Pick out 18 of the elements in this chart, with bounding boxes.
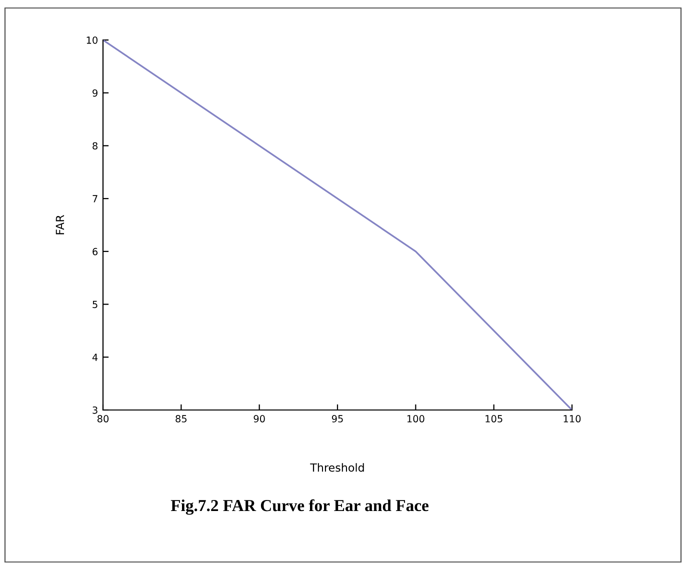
x-tick-label: 100 [407,415,424,422]
y-tick-label: 6 [92,248,98,256]
x-tick-label: 110 [564,415,581,422]
y-tick-label: 9 [92,89,98,97]
y-tick-label: 5 [92,300,98,308]
x-tick-label: 90 [254,415,265,422]
y-tick-label: 3 [92,406,98,414]
y-tick-label: 10 [86,36,98,44]
x-tick-label: 95 [332,415,343,422]
x-axis-title: Threshold [310,463,364,472]
x-tick-label: 80 [97,415,109,422]
y-axis-title: FAR [56,214,64,234]
text: Fig.7.2 FAR Curve for Ear and Face [170,499,428,515]
x-tick-label: 85 [176,415,187,422]
x-tick-label: 105 [486,415,502,422]
y-tick-label: 8 [92,142,98,150]
y-tick-label: 7 [92,195,98,202]
y-tick-label: 4 [92,354,98,361]
